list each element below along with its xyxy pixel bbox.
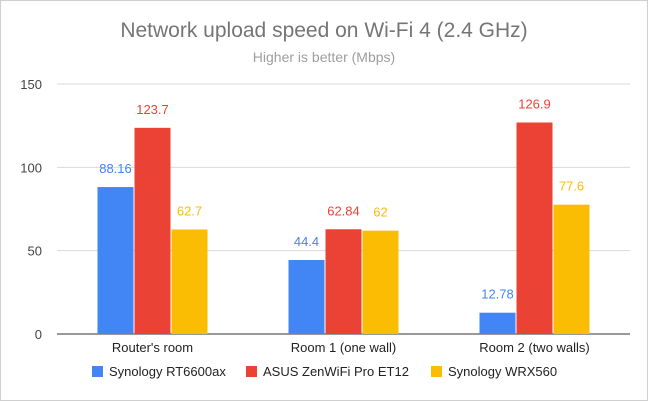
data-label: 12.78 bbox=[481, 287, 514, 302]
y-axis-ticks: 0 50 100 150 bbox=[20, 77, 42, 342]
legend-swatch bbox=[431, 366, 442, 377]
bar bbox=[134, 127, 171, 334]
bar bbox=[171, 229, 208, 334]
data-label: 62 bbox=[373, 205, 387, 220]
x-category-label: Room 2 (two walls) bbox=[479, 340, 590, 355]
x-axis-categories: Router's room Room 1 (one wall) Room 2 (tw… bbox=[112, 340, 590, 355]
data-label: 126.9 bbox=[518, 97, 551, 112]
legend-swatch bbox=[92, 366, 103, 377]
data-label: 62.84 bbox=[327, 203, 360, 218]
data-label: 88.16 bbox=[99, 161, 132, 176]
legend-label: Synology RT6600ax bbox=[109, 364, 226, 379]
bar bbox=[97, 187, 134, 334]
legend-swatch bbox=[246, 366, 257, 377]
legend-label: Synology WRX560 bbox=[448, 364, 557, 379]
bar bbox=[479, 312, 516, 334]
data-label: 77.6 bbox=[559, 179, 584, 194]
bar bbox=[362, 230, 399, 334]
y-tick-label: 0 bbox=[35, 327, 42, 342]
data-label: 44.4 bbox=[294, 234, 319, 249]
data-labels: 88.16 123.7 62.7 44.4 62.84 62 12.78 126.9 77.6 bbox=[99, 97, 584, 302]
x-category-label: Room 1 (one wall) bbox=[291, 340, 397, 355]
y-tick-label: 100 bbox=[20, 160, 42, 175]
bar bbox=[288, 260, 325, 334]
bar bbox=[516, 122, 553, 334]
data-label: 62.7 bbox=[177, 204, 202, 219]
y-tick-label: 50 bbox=[28, 244, 42, 259]
legend-label: ASUS ZenWiFi Pro ET12 bbox=[263, 364, 409, 379]
chart-title: Network upload speed on Wi-Fi 4 (2.4 GHz… bbox=[120, 19, 527, 42]
legend: Synology RT6600ax ASUS ZenWiFi Pro ET12 Sy… bbox=[92, 364, 557, 379]
y-tick-label: 150 bbox=[20, 77, 42, 92]
x-category-label: Router's room bbox=[112, 340, 193, 355]
bars bbox=[97, 122, 590, 334]
bar bbox=[325, 229, 362, 334]
bar bbox=[553, 204, 590, 334]
chart-subtitle: Higher is better (Mbps) bbox=[253, 49, 395, 65]
data-label: 123.7 bbox=[136, 102, 169, 117]
